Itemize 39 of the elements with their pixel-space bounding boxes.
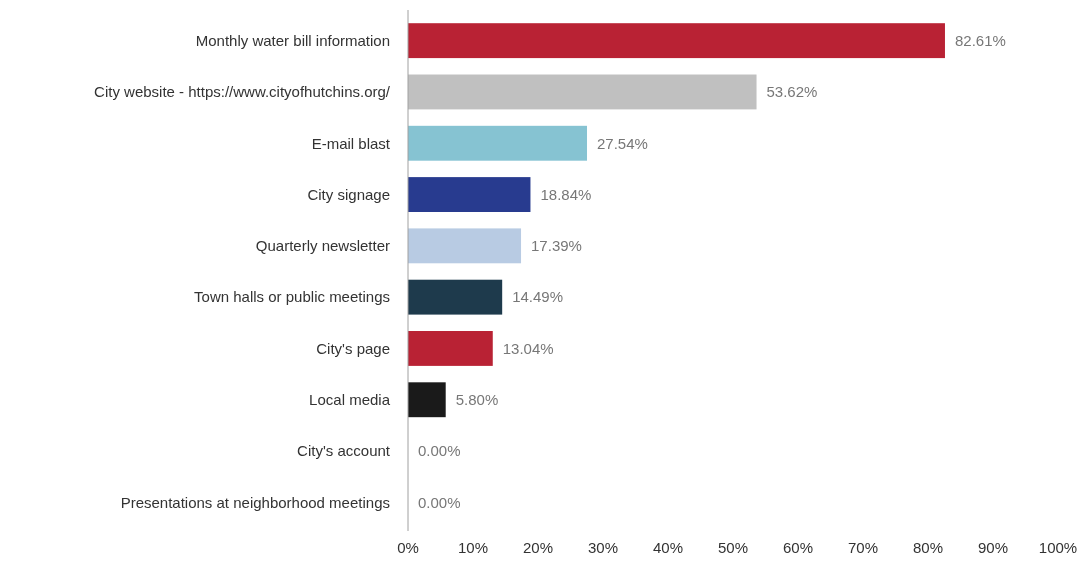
y-tick-label: Presentations at neighborhood meetings [120,493,390,511]
data-label: 5.80% [455,391,499,408]
bar [408,228,522,264]
x-tick-label: 30% [587,539,619,556]
y-tick-label: City website - https://www.cityofhutchins.org/ [94,83,391,101]
x-tick-label: 0% [397,539,419,556]
x-tick-label: 80% [912,539,944,556]
bar [408,125,588,161]
y-tick-label: Monthly water bill information [195,31,390,49]
bar [408,279,503,315]
x-tick-label: 60% [782,539,814,556]
bar [408,331,493,366]
y-tick-label: E-mail blast [311,134,391,152]
data-label: 53.62% [766,83,818,101]
data-label: 14.49% [512,288,564,306]
bar [408,23,945,59]
x-tick-label: 10% [457,539,489,556]
data-label: 82.61% [954,31,1006,49]
y-tick-label: City's account [297,442,391,460]
x-tick-label: 90% [977,539,1009,556]
x-tick-label: 70% [847,539,879,556]
y-tick-label: Town halls or public meetings [194,288,390,306]
y-tick-label: Local media [309,391,391,408]
data-label: 0.00% [418,493,461,511]
y-tick-label: Quarterly newsletter [255,237,390,255]
bar [408,74,757,110]
y-tick-label: City signage [307,185,390,203]
y-tick-label: City's page [316,339,390,357]
data-label: 13.04% [502,339,554,357]
data-label: 27.54% [597,134,648,152]
x-tick-label: 20% [522,539,554,556]
bar [408,382,446,418]
bar [408,177,531,212]
data-label: 18.84% [540,185,592,203]
data-label: 0.00% [418,442,461,460]
data-label: 17.39% [531,237,582,255]
x-tick-label: 100% [1038,539,1078,556]
x-tick-label: 40% [652,539,684,556]
x-tick-label: 50% [717,539,749,556]
